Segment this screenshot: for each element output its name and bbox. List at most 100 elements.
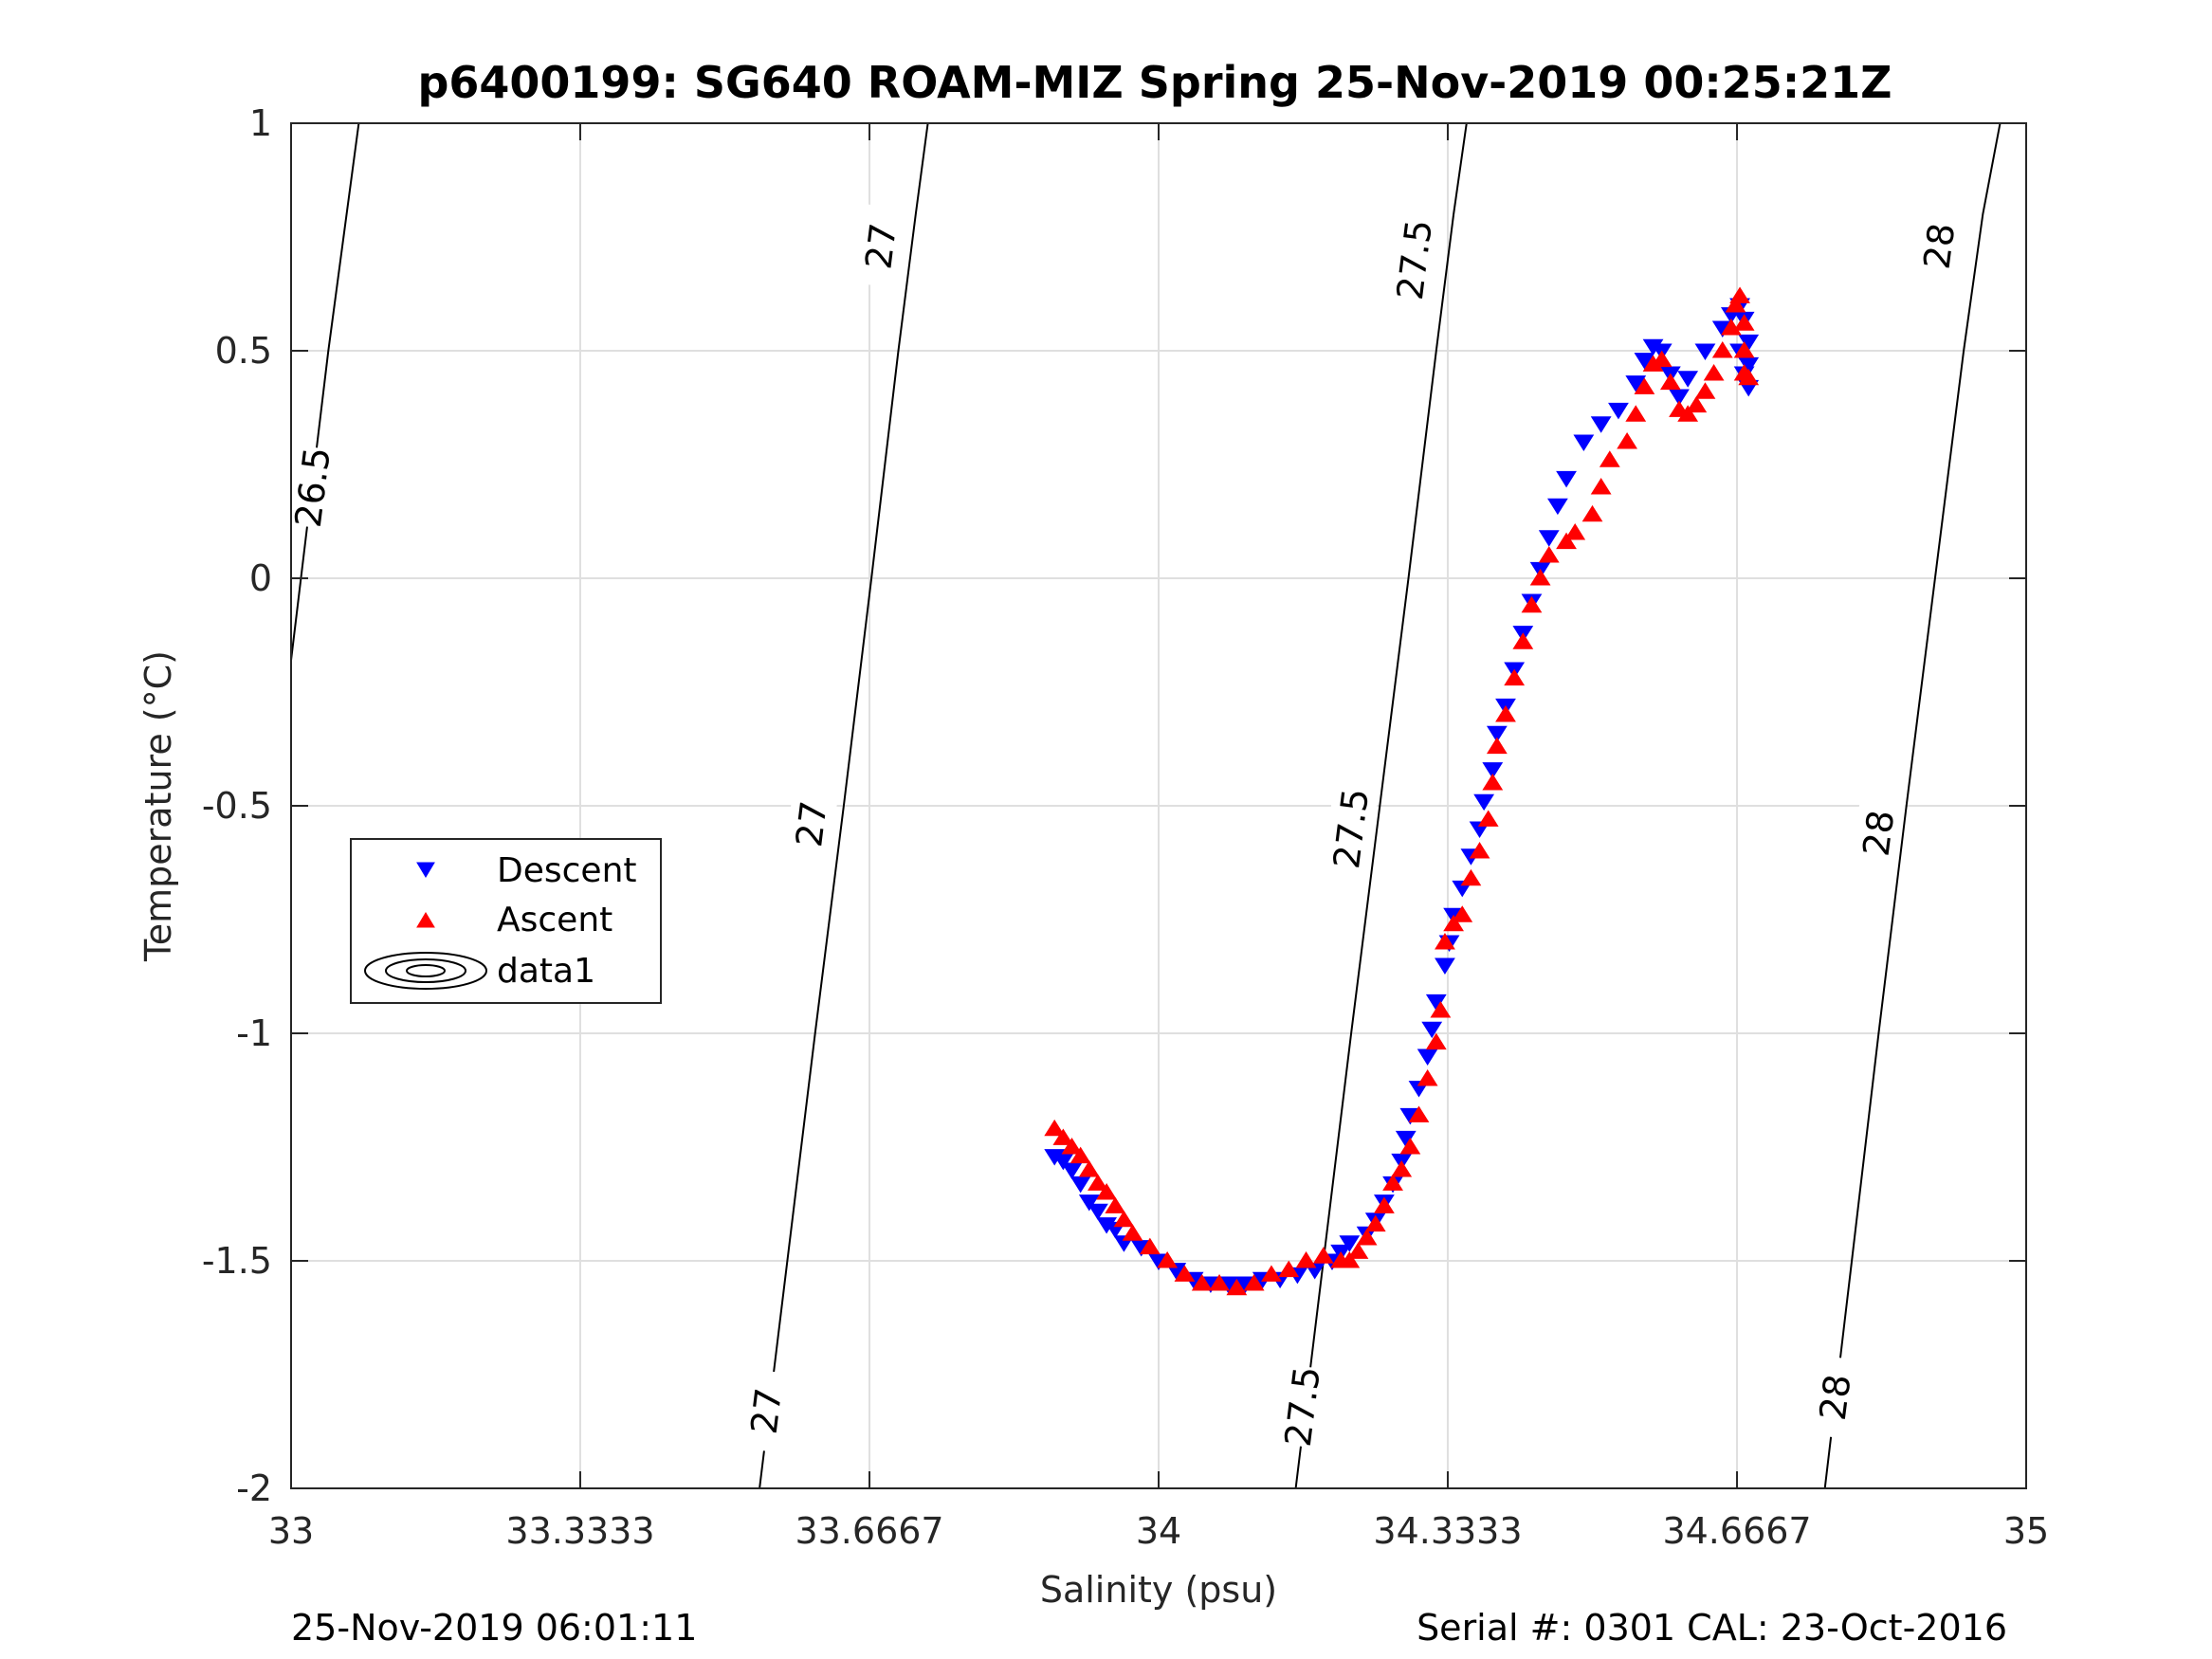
ascent-point <box>1617 432 1638 449</box>
ascent-point <box>1564 523 1586 540</box>
descent-point <box>1608 402 1629 420</box>
ascent-point <box>1122 1224 1143 1241</box>
ascent-point <box>1556 532 1577 550</box>
descent-point <box>1538 530 1560 547</box>
descent-point <box>1694 343 1716 360</box>
ascent-point <box>1425 1032 1447 1050</box>
ascent-point <box>1625 405 1647 422</box>
ascent-point <box>1651 350 1673 368</box>
y-tick-label: -1 <box>236 1012 272 1054</box>
descent-point <box>1634 353 1655 370</box>
ascent-point <box>1512 632 1534 649</box>
y-tick-label: 1 <box>249 102 272 144</box>
descent-point <box>1473 793 1495 811</box>
descent-point <box>1573 434 1595 451</box>
legend-data1-label: data1 <box>497 952 595 991</box>
ascent-point <box>1088 1174 1108 1191</box>
ascent-point <box>1529 569 1551 586</box>
series-ascent <box>1044 286 1760 1296</box>
legend: Descent Ascent data1 <box>350 838 662 1004</box>
ascent-point <box>1139 1237 1161 1255</box>
ascent-point <box>1452 905 1473 922</box>
descent-point <box>1482 762 1504 779</box>
axis-ticks: 33 33.3333 33.6667 34 34.3333 34.6667 35 -2 -1.5… <box>202 102 2049 1552</box>
ascent-point <box>1069 1146 1091 1164</box>
ascent-point <box>1729 286 1750 303</box>
y-axis-label: Temperature (°C) <box>137 650 179 962</box>
y-tick-label: -1.5 <box>202 1240 272 1282</box>
ascent-point <box>1295 1251 1317 1268</box>
legend-descent-label: Descent <box>497 851 637 890</box>
contour-label: 28 <box>1916 221 1964 272</box>
ascent-point <box>1364 1214 1386 1232</box>
x-tick-label: 34.6667 <box>1662 1510 1811 1552</box>
x-tick-label: 34.3333 <box>1373 1510 1522 1552</box>
legend-contour-icon <box>364 952 487 990</box>
contour-label-bg <box>853 203 909 289</box>
data-series <box>1044 286 1760 1296</box>
ascent-point <box>1443 914 1465 932</box>
ascent-point <box>1356 1229 1378 1246</box>
y-tick-label: -2 <box>236 1468 272 1509</box>
ascent-point <box>1703 364 1725 381</box>
ascent-point <box>1061 1138 1083 1155</box>
ascent-point <box>1417 1069 1438 1086</box>
descent-point <box>1677 371 1699 388</box>
x-tick-label: 35 <box>2003 1510 2049 1552</box>
contour-label: 27.5 <box>1325 786 1377 870</box>
density-contour-28 <box>1823 122 2002 1489</box>
descent-point <box>1625 375 1647 392</box>
descent-point <box>1546 498 1568 516</box>
contour-label: 27 <box>857 221 905 271</box>
contour-label: 28 <box>1812 1372 1859 1423</box>
descent-point <box>1339 1235 1361 1252</box>
density-contours: 26.5 27 27 27 27.5 27.5 27.5 28 28 28 <box>284 122 2002 1489</box>
y-tick-label: 0.5 <box>215 330 272 372</box>
ascent-point <box>1052 1128 1074 1145</box>
ascent-point <box>1538 546 1560 563</box>
ascent-point <box>1382 1174 1403 1191</box>
ascent-point <box>1733 314 1755 331</box>
contour-label-bg <box>284 445 340 530</box>
footer-timestamp: 25-Nov-2019 06:01:11 <box>291 1607 697 1649</box>
ascent-point <box>1720 319 1742 336</box>
ascent-point <box>1659 373 1681 391</box>
ascent-point <box>1226 1278 1248 1296</box>
y-tick-label: -0.5 <box>202 785 272 827</box>
descent-point <box>1088 1203 1108 1221</box>
ascent-point <box>1495 705 1516 722</box>
contour-label: 27 <box>743 1386 791 1436</box>
ascent-point <box>1460 868 1482 886</box>
ascent-point <box>1278 1260 1300 1278</box>
ascent-point <box>1391 1160 1413 1177</box>
ascent-point <box>1408 1105 1430 1122</box>
ascent-point <box>1581 504 1603 522</box>
contour-label: 27.5 <box>1389 217 1440 301</box>
ascent-point <box>1725 296 1746 313</box>
descent-point <box>1435 957 1455 975</box>
legend-box <box>350 838 662 1004</box>
density-contour-26.5 <box>290 122 360 661</box>
density-contour-27.5 <box>1294 122 1468 1489</box>
ascent-point <box>1504 668 1526 686</box>
contour-label: 26.5 <box>287 445 338 529</box>
contour-label: 28 <box>1856 808 1903 859</box>
ascent-point <box>1078 1160 1100 1177</box>
footer-serial-cal: Serial #: 0301 CAL: 23-Oct-2016 <box>1417 1607 2007 1649</box>
x-tick-label: 34 <box>1136 1510 1181 1552</box>
ascent-point <box>1044 1119 1066 1137</box>
ascent-point <box>1157 1251 1179 1268</box>
ascent-point <box>1435 933 1455 950</box>
contour-label-bg <box>739 1368 795 1454</box>
ascent-point <box>1399 1138 1421 1155</box>
ascent-point <box>1733 341 1755 358</box>
ascent-point <box>1174 1265 1196 1282</box>
y-tick-label: 0 <box>249 557 272 599</box>
ascent-point <box>1373 1196 1395 1213</box>
ascent-point <box>1430 1001 1452 1018</box>
x-axis-label: Salinity (psu) <box>1040 1569 1277 1611</box>
ascent-point <box>1469 842 1490 859</box>
ascent-point <box>1738 368 1760 386</box>
ascent-point <box>1347 1242 1369 1259</box>
